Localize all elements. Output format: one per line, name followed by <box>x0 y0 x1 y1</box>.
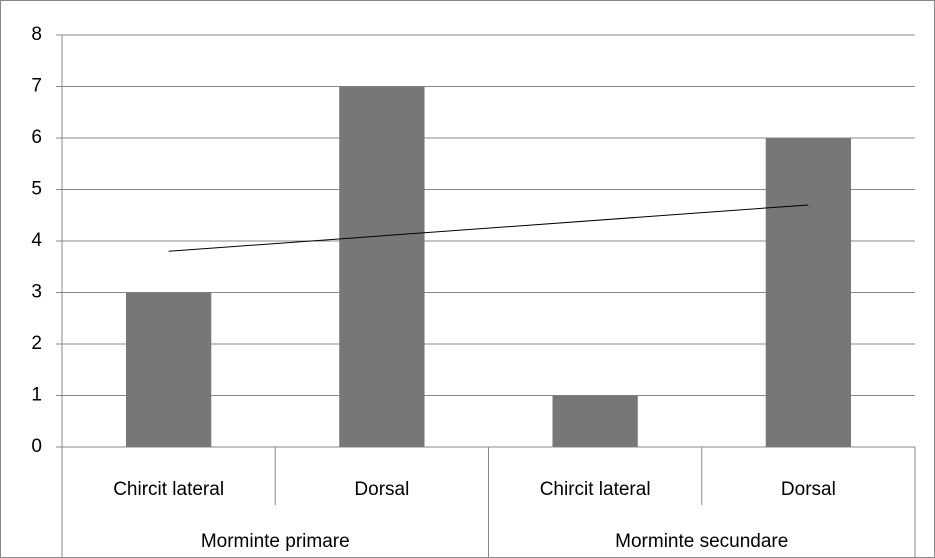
bar <box>552 395 638 447</box>
x-tick-label: Chircit lateral <box>113 479 224 500</box>
y-tick-label: 3 <box>31 282 42 303</box>
x-tick-label: Chircit lateral <box>540 479 651 500</box>
bar <box>765 138 852 447</box>
y-tick-label: 0 <box>31 436 42 457</box>
trendline <box>168 204 809 252</box>
y-tick-label: 2 <box>31 333 42 354</box>
y-tick-label: 1 <box>31 385 42 406</box>
y-tick-label: 4 <box>31 230 42 251</box>
group-label: Morminte secundare <box>615 531 788 552</box>
group-label: Morminte primare <box>201 531 350 552</box>
y-tick-label: 7 <box>31 76 42 97</box>
x-tick-label: Dorsal <box>354 479 409 500</box>
x-tick-label: Dorsal <box>781 479 836 500</box>
bar <box>339 86 425 447</box>
y-tick-label: 8 <box>31 24 42 45</box>
y-tick-label: 5 <box>31 179 42 200</box>
y-tick-label: 6 <box>31 127 42 148</box>
bar <box>125 292 212 447</box>
